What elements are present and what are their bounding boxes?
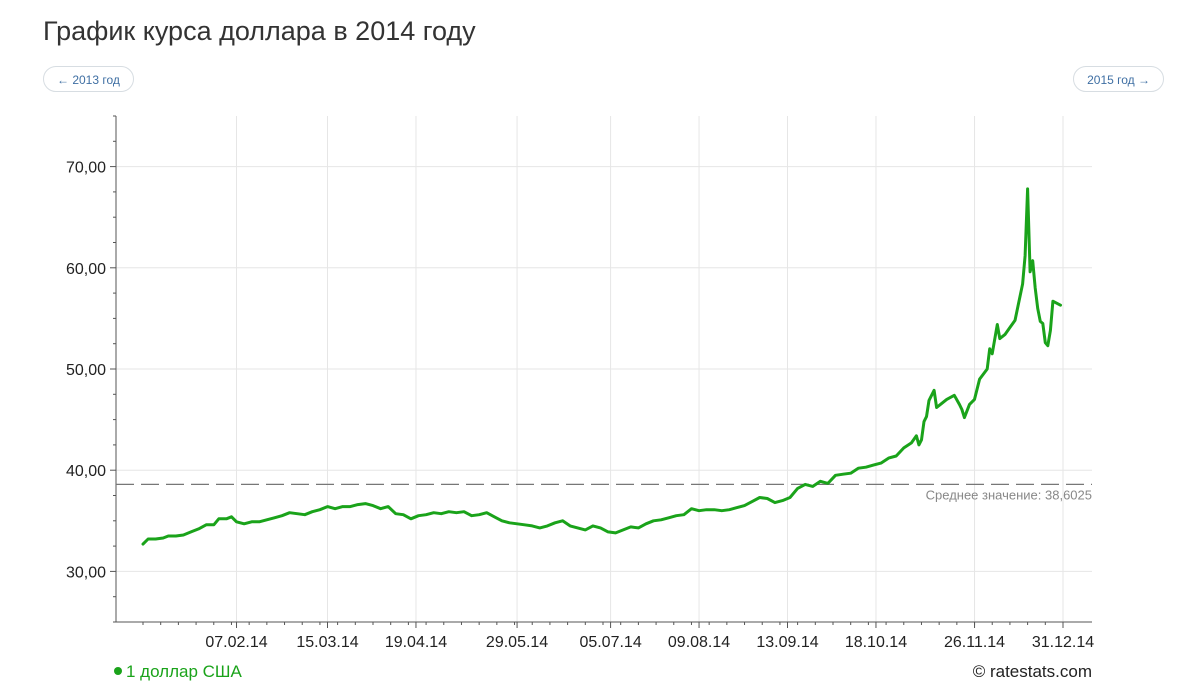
series-line-usd (141, 187, 1062, 546)
x-tick-label: 26.11.14 (944, 634, 1005, 651)
x-tick-label: 09.08.14 (668, 634, 730, 651)
y-tick-label: 50,00 (66, 362, 106, 379)
x-tick-label: 05.07.14 (579, 634, 641, 651)
chart-grid (116, 116, 1092, 622)
x-tick-label: 13.09.14 (756, 634, 818, 651)
legend-dot-icon (114, 666, 122, 675)
y-tick-label: 70,00 (66, 160, 106, 177)
chart-axes: 30,00 40,00 50,00 60,00 70,00 07.02.14 15.03.1… (66, 115, 1094, 651)
x-tick-label: 15.03.14 (296, 634, 358, 651)
next-year-button[interactable]: 2015 год → (1073, 66, 1164, 92)
prev-year-button[interactable]: ← 2013 год (43, 66, 134, 92)
chart-series (141, 187, 1062, 546)
average-label: Среднее значение: 38,6025 (926, 487, 1092, 502)
x-tick-label: 31.12.14 (1032, 634, 1094, 651)
x-tick-label: 18.10.14 (845, 634, 907, 651)
x-tick-label: 29.05.14 (486, 634, 548, 651)
y-tick-label: 30,00 (66, 564, 106, 581)
y-tick-label: 60,00 (66, 261, 106, 278)
average-line-group: Среднее значение: 38,6025 (116, 483, 1092, 502)
page-title: График курса доллара в 2014 году (43, 16, 476, 46)
chart-legend[interactable]: 1 доллар США (114, 662, 242, 682)
copyright-credit: © ratestats.com (972, 662, 1092, 681)
legend-label: 1 доллар США (126, 662, 242, 681)
x-tick-label: 07.02.14 (205, 634, 267, 651)
y-tick-label: 40,00 (66, 463, 106, 480)
x-tick-label: 19.04.14 (385, 634, 447, 651)
